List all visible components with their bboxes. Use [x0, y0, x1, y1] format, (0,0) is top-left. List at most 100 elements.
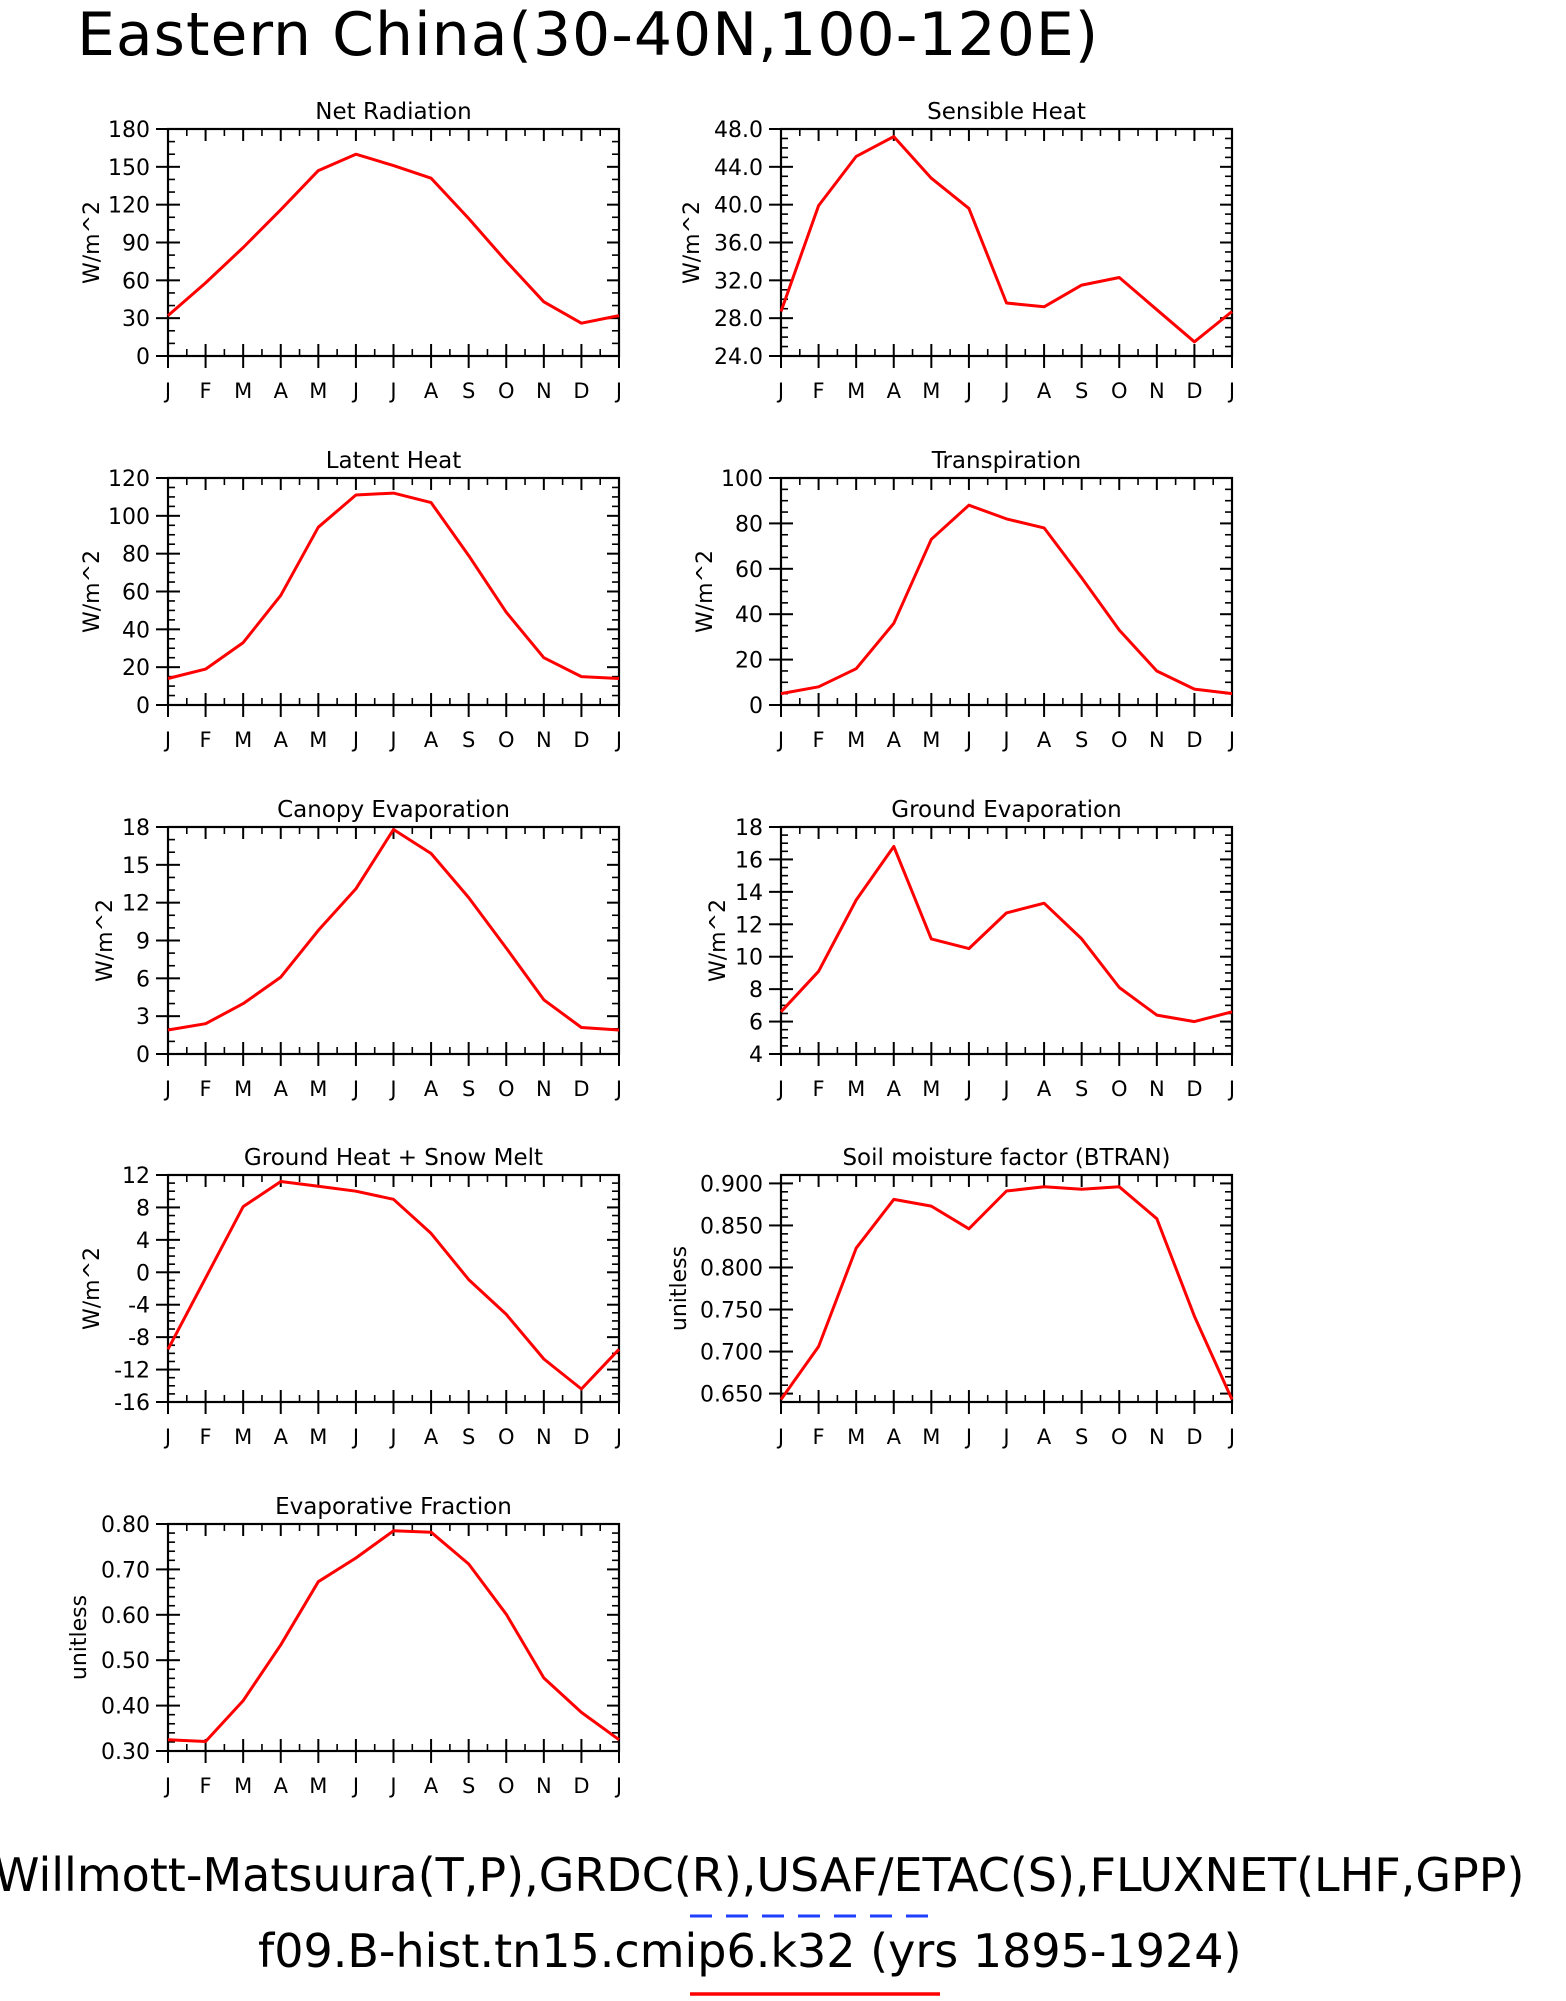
x-tick-label: J	[1227, 1077, 1235, 1101]
series-line	[167, 1529, 620, 1743]
plot-frame	[779, 1173, 1234, 1404]
y-tick-label: 0.50	[101, 1649, 150, 1674]
x-tick-label: S	[1075, 728, 1088, 752]
chart-sensible-heat: J F M A M J J A S O N D J24.028.032.036.040.044.048.…	[680, 99, 1235, 403]
x-tick-label: J	[351, 1425, 359, 1449]
y-tick-label: 60	[122, 269, 150, 294]
footer-model-case: f09.B-hist.tn15.cmip6.k32 (yrs 1895-1924…	[258, 1924, 1242, 1978]
x-tick-label: S	[462, 379, 475, 403]
x-tick-label: J	[163, 728, 171, 752]
y-tick-label: 120	[108, 194, 150, 219]
x-tick-label: F	[813, 379, 825, 403]
plot-frame	[166, 1173, 621, 1404]
x-tick-label: N	[536, 379, 552, 403]
x-tick-label: N	[1149, 1425, 1165, 1449]
plot-frame	[166, 825, 621, 1056]
x-tick-label: J	[1001, 379, 1009, 403]
x-tick-label: M	[309, 1774, 327, 1798]
y-tick-label: 100	[108, 505, 150, 530]
y-tick-label: 0.850	[700, 1214, 763, 1239]
x-tick-label: F	[200, 1774, 212, 1798]
x-tick-label: M	[922, 1425, 940, 1449]
x-tick-label: J	[614, 728, 622, 752]
y-tick-label: 10	[735, 946, 763, 971]
y-tick-label: 30	[122, 307, 150, 332]
x-tick-label: J	[388, 1425, 396, 1449]
x-tick-label: N	[1149, 1077, 1165, 1101]
x-tick-label: O	[1111, 728, 1128, 752]
x-tick-label: A	[274, 728, 289, 752]
y-tick-label: 0	[136, 1261, 150, 1286]
y-tick-label: 32.0	[714, 269, 763, 294]
y-tick-label: 80	[122, 543, 150, 568]
y-tick-label: 60	[735, 558, 763, 583]
x-tick-label: J	[1001, 1425, 1009, 1449]
x-tick-label: D	[573, 379, 589, 403]
chart-evaporative-fraction: J F M A M J J A S O N D J0.300.400.500.600.700.80uni…	[67, 1494, 622, 1798]
x-tick-label: A	[1037, 1425, 1052, 1449]
x-tick-label: D	[573, 1425, 589, 1449]
y-tick-label: 18	[735, 816, 763, 841]
x-tick-label: A	[887, 728, 902, 752]
x-tick-label: M	[847, 379, 865, 403]
x-tick-label: J	[964, 728, 972, 752]
y-tick-label: 0.80	[101, 1513, 150, 1538]
x-tick-label: N	[536, 728, 552, 752]
x-tick-label: F	[813, 1077, 825, 1101]
x-tick-label: D	[1186, 1425, 1202, 1449]
x-tick-label: O	[498, 379, 515, 403]
x-tick-label: S	[1075, 1077, 1088, 1101]
y-tick-label: 0.750	[700, 1299, 763, 1324]
chart-title: Net Radiation	[315, 99, 471, 125]
y-axis-label: unitless	[67, 1595, 92, 1680]
x-tick-label: D	[573, 728, 589, 752]
x-tick-label: J	[614, 379, 622, 403]
x-tick-label: M	[234, 1774, 252, 1798]
chart-soil-moisture-factor-btran: J F M A M J J A S O N D J0.6500.7000.7500.8000.8500.…	[667, 1145, 1235, 1449]
y-tick-label: 16	[735, 848, 763, 873]
plot-frame	[166, 1522, 621, 1753]
x-tick-label: S	[462, 1425, 475, 1449]
x-tick-label: J	[1227, 1425, 1235, 1449]
x-tick-label: O	[498, 728, 515, 752]
x-tick-label: N	[1149, 379, 1165, 403]
x-tick-label: J	[776, 1425, 784, 1449]
x-tick-label: A	[424, 379, 439, 403]
chart-title: Evaporative Fraction	[275, 1494, 512, 1520]
y-tick-label: 20	[122, 656, 150, 681]
y-tick-label: 40	[122, 618, 150, 643]
x-tick-label: F	[813, 728, 825, 752]
x-tick-label: J	[776, 728, 784, 752]
x-tick-label: J	[964, 1077, 972, 1101]
y-tick-label: 24.0	[714, 345, 763, 370]
y-tick-label: 40	[735, 603, 763, 628]
x-tick-label: O	[1111, 379, 1128, 403]
x-tick-label: O	[498, 1425, 515, 1449]
plot-frame	[779, 127, 1234, 358]
x-tick-label: M	[309, 728, 327, 752]
x-tick-label: J	[388, 1077, 396, 1101]
x-tick-label: J	[351, 1077, 359, 1101]
chart-title: Ground Evaporation	[891, 797, 1121, 823]
y-tick-label: 90	[122, 232, 150, 257]
y-tick-label: 15	[122, 854, 150, 879]
x-tick-label: M	[234, 1077, 252, 1101]
x-tick-label: D	[573, 1077, 589, 1101]
x-tick-label: A	[274, 1077, 289, 1101]
x-tick-label: F	[200, 1425, 212, 1449]
x-tick-label: M	[847, 1077, 865, 1101]
y-tick-label: 100	[721, 467, 763, 492]
y-tick-label: -16	[114, 1391, 150, 1416]
series-line	[167, 152, 620, 325]
x-tick-label: A	[424, 1425, 439, 1449]
y-axis-label: W/m^2	[93, 899, 118, 982]
x-tick-label: O	[498, 1774, 515, 1798]
x-tick-label: F	[200, 1077, 212, 1101]
y-tick-label: 0.900	[700, 1172, 763, 1197]
series-line	[780, 503, 1233, 696]
y-tick-label: 6	[749, 1011, 763, 1036]
series-line	[779, 845, 1233, 1024]
chart-title: Sensible Heat	[927, 99, 1086, 125]
y-tick-label: 120	[108, 467, 150, 492]
x-tick-label: M	[234, 1425, 252, 1449]
